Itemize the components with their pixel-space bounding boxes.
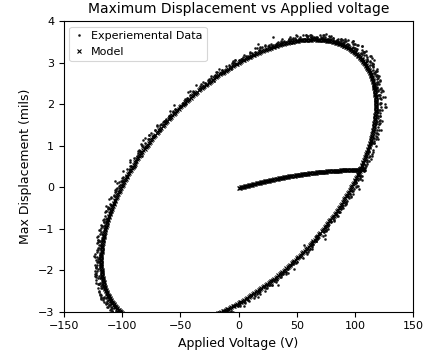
Experiemental Data: [171, 331, 176, 335]
Model: [170, 324, 175, 328]
Model: [296, 39, 301, 43]
Model: [120, 312, 125, 316]
Model: [374, 103, 379, 107]
Model: [240, 298, 245, 303]
Experiemental Data: [112, 312, 117, 316]
Title: Maximum Displacement vs Applied voltage: Maximum Displacement vs Applied voltage: [88, 2, 389, 16]
Experiemental Data: [373, 99, 378, 103]
Model: [374, 104, 379, 108]
Legend: Experiemental Data, Model: Experiemental Data, Model: [69, 27, 207, 61]
Experiemental Data: [328, 218, 334, 223]
Experiemental Data: [379, 101, 384, 105]
Y-axis label: Max Displacement (mils): Max Displacement (mils): [19, 89, 32, 244]
X-axis label: Applied Voltage (V): Applied Voltage (V): [178, 337, 299, 350]
Model: [104, 221, 109, 225]
Model: [311, 37, 316, 41]
Experiemental Data: [144, 326, 149, 330]
Experiemental Data: [124, 322, 129, 326]
Model: [161, 324, 166, 329]
Line: Experiemental Data: Experiemental Data: [92, 33, 387, 334]
Model: [229, 65, 234, 69]
Experiemental Data: [245, 297, 250, 301]
Experiemental Data: [368, 60, 373, 64]
Experiemental Data: [324, 32, 329, 36]
Line: Model: Model: [99, 37, 378, 329]
